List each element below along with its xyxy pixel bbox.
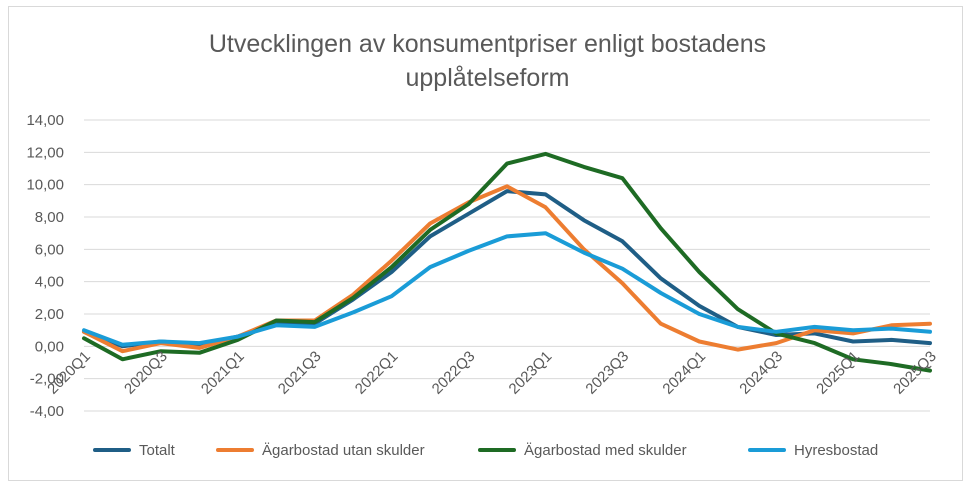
- x-tick-label: 2024Q3: [736, 348, 786, 398]
- x-tick-label: 2021Q1: [198, 348, 248, 398]
- gridlines: [84, 119, 930, 412]
- y-axis-tick-labels: -4,00 -2,00 0,00 2,00 4,00 6,00 8,00 10,00 12,00…: [26, 112, 64, 420]
- y-tick-label: 12,00: [26, 144, 64, 161]
- legend-swatch-totalt: [93, 448, 131, 452]
- legend-item-agarbostad-med-skulder: Ägarbostad med skulder: [478, 438, 687, 462]
- series-line-1: [82, 189, 932, 349]
- y-tick-label: -4,00: [30, 403, 64, 420]
- legend-swatch-agarbostad-med-skulder: [478, 448, 516, 452]
- y-tick-label: 14,00: [26, 112, 64, 129]
- x-tick-label: 2023Q1: [506, 348, 556, 398]
- y-tick-label: 6,00: [35, 241, 64, 258]
- x-tick-label: 2022Q1: [352, 348, 402, 398]
- legend-label-totalt: Totalt: [139, 441, 175, 459]
- y-tick-label: 10,00: [26, 177, 64, 194]
- legend: Totalt Ägarbostad utan skulder Ägarbosta…: [0, 438, 975, 462]
- y-tick-label: 4,00: [35, 274, 64, 291]
- y-tick-label: 8,00: [35, 209, 64, 226]
- legend-swatch-hyresbostad: [748, 448, 786, 452]
- x-tick-label: 2025Q3: [890, 348, 940, 398]
- legend-label-hyresbostad: Hyresbostad: [794, 441, 879, 459]
- chart-title-line-2: upplåtelseform: [405, 64, 570, 92]
- x-tick-label: 2025Q1: [813, 348, 863, 398]
- legend-item-totalt: Totalt: [93, 438, 175, 462]
- legend-item-hyresbostad: Hyresbostad: [748, 438, 878, 462]
- x-tick-label: 2021Q3: [275, 348, 325, 398]
- y-tick-label: -2,00: [30, 371, 64, 388]
- legend-swatch-agarbostad-utan-skulder: [216, 448, 254, 452]
- y-tick-label: 2,00: [35, 306, 64, 323]
- x-tick-label: 2024Q1: [659, 348, 709, 398]
- series-line-3: [82, 151, 932, 373]
- series-lines: [82, 151, 932, 373]
- legend-item-agarbostad-utan-skulder: Ägarbostad utan skulder: [216, 438, 425, 462]
- chart-title-line-1: Utvecklingen av konsumentpriser enligt b…: [208, 30, 767, 58]
- x-tick-label: 2022Q3: [429, 348, 479, 398]
- x-axis-tick-labels: 2020Q1 2020Q3 2021Q1 2021Q3 2022Q1 2022Q3 2023…: [44, 348, 940, 398]
- legend-label-agarbostad-utan-skulder: Ägarbostad utan skulder: [262, 441, 425, 459]
- series-line-4: [82, 231, 932, 347]
- legend-label-agarbostad-med-skulder: Ägarbostad med skulder: [524, 441, 687, 459]
- x-tick-label: 2023Q3: [582, 348, 632, 398]
- y-tick-label: 0,00: [35, 338, 64, 355]
